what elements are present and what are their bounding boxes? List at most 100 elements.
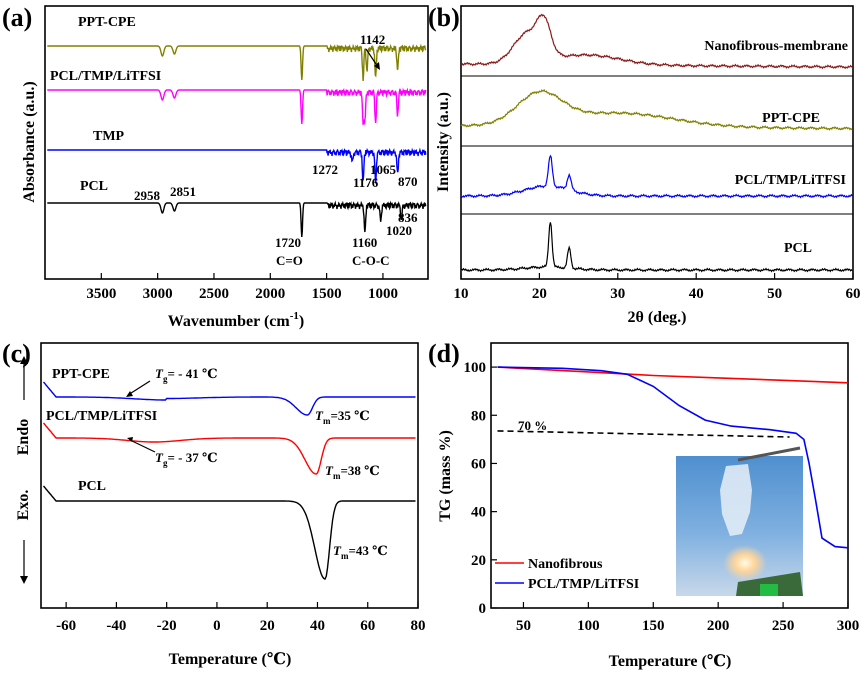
x-tick-label: 3000 bbox=[143, 286, 173, 302]
panel-c-dsc: (c) -60 -40 -20 0 20 40 60 80 PPT-CPE PCL/TMP/L… bbox=[2, 339, 426, 668]
ftir-line-pcl bbox=[47, 200, 427, 238]
panel-c-x-ticks: -60 -40 -20 0 20 40 60 80 bbox=[56, 602, 426, 634]
series-label-c-pcl-tmp-litfsi: PCL/TMP/LiTFSI bbox=[46, 409, 157, 424]
series-label-ppt-cpe: PPT-CPE bbox=[78, 15, 136, 30]
panel-a-xlabel: Wavenumber (cm-1) bbox=[168, 310, 304, 330]
xrd-line-nanofibrous-membrane bbox=[461, 13, 853, 70]
tga-line-70-reference bbox=[497, 430, 790, 438]
x-tick-label: 50 bbox=[516, 618, 531, 634]
panel-d-legend: Nanofibrous PCL/TMP/LiTFSI bbox=[495, 557, 639, 592]
panel-a-label: (a) bbox=[2, 3, 32, 32]
annotation-870: 870 bbox=[398, 174, 418, 189]
panel-c-frame bbox=[40, 342, 419, 609]
panel-a-series bbox=[47, 43, 427, 238]
panel-b-x-ticks: 10 20 30 40 50 60 bbox=[454, 273, 861, 302]
x-tick-label: 100 bbox=[577, 618, 600, 634]
panel-c-xlabel: Temperature (℃) bbox=[169, 651, 292, 668]
panel-b-label: (b) bbox=[428, 3, 460, 32]
x-tick-label: 40 bbox=[689, 286, 704, 302]
y-tick-label: 80 bbox=[471, 408, 486, 424]
panel-b-series bbox=[460, 13, 853, 273]
annotation-c-o-c: C-O-C bbox=[352, 253, 390, 268]
annotation-pcl-tm: Tm=43 ℃ bbox=[333, 543, 388, 561]
tga-line-nanofibrous bbox=[497, 366, 849, 384]
panel-b-xrd: (b) 10 20 30 40 50 60 Nanofibrous-membrane PP… bbox=[428, 3, 861, 326]
x-tick-label: 80 bbox=[411, 618, 426, 634]
series-label-b-pcl: PCL bbox=[784, 241, 812, 256]
xrd-line-ppt-cpe bbox=[460, 88, 853, 131]
xrd-line-pcl bbox=[461, 222, 853, 273]
annotation-1142: 1142 bbox=[360, 32, 385, 47]
dsc-line-pcl bbox=[42, 485, 416, 580]
annotation-pcl-tmp-tm: Tm=38 ℃ bbox=[325, 463, 380, 481]
y-tick-label: 100 bbox=[464, 360, 487, 376]
annotation-70-percent: 70 % bbox=[518, 418, 547, 433]
panel-b-ylabel: Intensity (a.u.) bbox=[435, 92, 452, 192]
y-tick-label: 20 bbox=[471, 553, 486, 569]
panel-d-tga: (d) 50 100 150 200 250 300 0 20 40 60 80 100 70 % N… bbox=[428, 339, 859, 670]
x-tick-label: 20 bbox=[260, 618, 275, 634]
dsc-line-ppt-cpe bbox=[42, 381, 416, 416]
panel-a-ftir: (a) 3500 3000 2500 2000 1500 1000 PPT-CPE PCL… bbox=[2, 3, 429, 330]
x-tick-label: 40 bbox=[310, 618, 325, 634]
annotation-ppt-tm: Tm=35 ℃ bbox=[315, 408, 370, 426]
series-label-b-ppt-cpe: PPT-CPE bbox=[762, 111, 820, 126]
series-label-pcl: PCL bbox=[80, 179, 108, 194]
ftir-line-ppt-cpe bbox=[47, 43, 427, 82]
ftir-line-tmp bbox=[47, 147, 427, 184]
panel-a-frame bbox=[44, 5, 429, 280]
series-label-c-pcl: PCL bbox=[78, 479, 106, 494]
panel-d-frame bbox=[490, 342, 849, 609]
x-tick-label: 30 bbox=[610, 286, 625, 302]
panel-c-ylabel-endo: Endo bbox=[15, 419, 32, 455]
inset-flame-test-photo bbox=[676, 446, 803, 596]
x-tick-label: -40 bbox=[106, 618, 126, 634]
annotation-1176: 1176 bbox=[353, 175, 379, 190]
series-label-c-ppt-cpe: PPT-CPE bbox=[52, 367, 110, 382]
x-tick-label: 1500 bbox=[312, 286, 342, 302]
x-tick-label: 1000 bbox=[368, 286, 398, 302]
x-tick-label: 2000 bbox=[255, 286, 285, 302]
x-tick-label: 2500 bbox=[199, 286, 229, 302]
annotation-1720: 1720 bbox=[275, 235, 301, 250]
annotation-c-o: C=O bbox=[276, 253, 303, 268]
annotation-836: 836 bbox=[398, 210, 418, 225]
annotation-pcl-tmp-tg: Tg= - 37 ℃ bbox=[155, 450, 218, 468]
panel-b-frame bbox=[460, 5, 854, 280]
annotation-ppt-tg: Tg= - 41 ℃ bbox=[155, 366, 218, 384]
x-tick-label: 20 bbox=[532, 286, 547, 302]
panel-b-xlabel: 2θ (deg.) bbox=[627, 309, 686, 326]
legend-pcl-tmp-litfsi: PCL/TMP/LiTFSI bbox=[528, 577, 639, 592]
x-tick-label: 300 bbox=[837, 618, 860, 634]
x-tick-label: 200 bbox=[707, 618, 730, 634]
x-tick-label: 250 bbox=[772, 618, 795, 634]
panel-d-series bbox=[497, 366, 849, 549]
x-tick-label: -60 bbox=[56, 618, 76, 634]
annotation-2851: 2851 bbox=[170, 184, 196, 199]
x-tick-label: 50 bbox=[767, 286, 782, 302]
panel-c-ylabel-exo: Exo. bbox=[15, 490, 32, 521]
y-tick-label: 0 bbox=[479, 601, 487, 617]
annotation-2958: 2958 bbox=[134, 188, 161, 203]
xrd-line-pcl-tmp-litfsi bbox=[460, 154, 853, 199]
dsc-line-pcl-tmp-litfsi bbox=[42, 422, 416, 475]
panel-d-ticks: 50 100 150 200 250 300 0 20 40 60 80 100 bbox=[464, 360, 860, 634]
series-label-tmp: TMP bbox=[93, 129, 125, 144]
tga-line-pcl-tmp-litfsi bbox=[497, 366, 849, 549]
annotation-1020: 1020 bbox=[386, 223, 412, 238]
annotation-1160: 1160 bbox=[352, 235, 377, 250]
legend-nanofibrous: Nanofibrous bbox=[528, 557, 603, 572]
panel-d-ylabel: TG (mass %) bbox=[437, 430, 454, 522]
panel-d-xlabel: Temperature (℃) bbox=[609, 653, 732, 670]
ftir-line-pcl-tmp-litfsi bbox=[47, 87, 427, 126]
x-tick-label: -20 bbox=[157, 618, 177, 634]
y-tick-label: 40 bbox=[471, 505, 486, 521]
x-tick-label: 60 bbox=[846, 286, 861, 302]
y-tick-label: 60 bbox=[471, 456, 486, 472]
x-tick-label: 150 bbox=[642, 618, 665, 634]
panel-c-series bbox=[42, 381, 416, 580]
panel-a-ylabel: Absorbance (a.u.) bbox=[21, 81, 38, 202]
annotation-1272: 1272 bbox=[312, 162, 338, 177]
annotation-1065: 1065 bbox=[370, 162, 397, 177]
